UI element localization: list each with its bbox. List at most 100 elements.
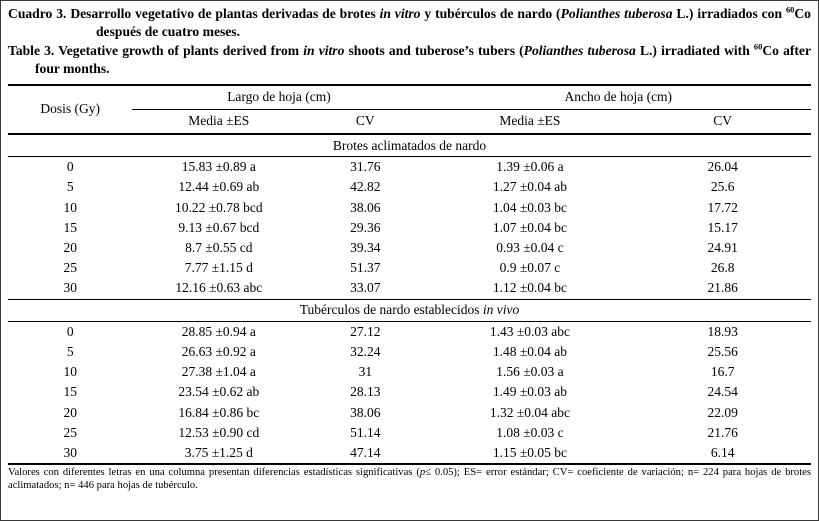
dose-cell: 5 (66, 343, 74, 359)
table-row: 30 12.16 ±0.63 abc 33.07 1.12 ±0.04 bc 21.86 (8, 278, 811, 299)
cv-ancho-cell: 18.93 (707, 323, 738, 339)
dose-cell: 20 (63, 404, 77, 420)
dose-cell: 20 (63, 240, 77, 255)
media-es-ancho-cell: 1.48 ±0.04 ab (492, 343, 567, 359)
table-row: 5 12.44 ±0.69 ab 42.82 1.27 ±0.04 ab 25.6 (8, 177, 811, 197)
cv-largo-cell: 29.36 (350, 219, 381, 235)
media-es-largo-cell: 8.7 ±0.55 cd (185, 240, 253, 255)
cv-ancho-cell: 25.6 (710, 179, 735, 195)
section-header-row: Tubérculos de nardo establecidos in vivo (8, 298, 811, 322)
dose-cell: 0 (66, 159, 74, 175)
cv-ancho-cell: 25.56 (707, 343, 738, 359)
cv-ancho-cell: 21.76 (707, 424, 738, 440)
cv-largo-cell: 38.06 (350, 404, 381, 420)
table-row: 15 23.54 ±0.62 ab 28.13 1.49 ±0.03 ab 24.54 (8, 382, 811, 402)
media-es-ancho-cell: 1.12 ±0.04 bc (492, 280, 567, 296)
media-es-largo-cell: 12.53 ±0.90 cd (178, 424, 260, 440)
media-es-ancho-cell: 1.32 ±0.04 abc (489, 404, 570, 420)
cv-largo-cell: 31 (358, 364, 373, 380)
column-header-media-es-ancho: Media ±ES (425, 109, 635, 136)
title-english: Table 3. Vegetative growth of plants der… (8, 41, 811, 77)
cv-ancho-cell: 24.54 (707, 384, 738, 400)
media-es-ancho-cell: 1.07 ±0.04 bc (492, 219, 567, 235)
cv-largo-cell: 28.13 (350, 384, 381, 400)
media-es-ancho-cell: 1.04 ±0.03 bc (492, 199, 567, 215)
cv-ancho-cell: 26.8 (710, 260, 735, 276)
table-row: 30 3.75 ±1.25 d 47.14 1.15 ±0.05 bc 6.14 (8, 443, 811, 464)
column-header-cv-largo: CV (305, 109, 426, 136)
table-row: 20 8.7 ±0.55 cd 39.34 0.93 ±0.04 c 24.91 (8, 238, 811, 258)
cv-ancho-cell: 15.17 (707, 219, 738, 235)
dose-cell: 15 (63, 219, 77, 235)
cv-largo-cell: 27.12 (350, 323, 381, 339)
group-header-row: Dosis (Gy) Largo de hoja (cm) Ancho de h… (8, 84, 811, 136)
cv-largo-cell: 33.07 (350, 280, 381, 296)
dose-cell: 15 (63, 384, 77, 400)
column-group-largo-de-hoja: Largo de hoja (cm) (132, 84, 426, 110)
media-es-ancho-cell: 1.08 ±0.03 c (496, 424, 564, 440)
table-header: Dosis (Gy) Largo de hoja (cm) Ancho de h… (8, 84, 811, 136)
cv-largo-cell: 31.76 (350, 159, 381, 175)
table-body: Brotes aclimatados de nardo 0 15.83 ±0.89 … (8, 133, 811, 464)
cv-ancho-cell: 21.86 (707, 280, 738, 296)
cv-largo-cell: 42.82 (350, 179, 381, 195)
cv-largo-cell: 51.37 (350, 260, 381, 276)
media-es-largo-cell: 12.16 ±0.63 abc (175, 280, 263, 296)
column-header-cv-ancho: CV (634, 109, 811, 136)
media-es-largo-cell: 3.75 ±1.25 d (184, 444, 253, 460)
cv-ancho-cell: 6.14 (710, 444, 735, 460)
media-es-ancho-cell: 0.93 ±0.04 c (496, 240, 564, 255)
column-header-media-es-largo: Media ±ES (132, 109, 306, 136)
footnote: Valores con diferentes letras en una col… (8, 467, 811, 491)
table-row: 0 15.83 ±0.89 a 31.76 1.39 ±0.06 a 26.04 (8, 157, 811, 178)
table-row: 20 16.84 ±0.86 bc 38.06 1.32 ±0.04 abc 22.09 (8, 403, 811, 423)
table-row: 15 9.13 ±0.67 bcd 29.36 1.07 ±0.04 bc 15.17 (8, 218, 811, 238)
cv-largo-cell: 47.14 (350, 444, 381, 460)
media-es-ancho-cell: 0.9 ±0.07 c (499, 260, 561, 276)
cv-largo-cell: 32.24 (350, 343, 381, 359)
media-es-largo-cell: 26.63 ±0.92 a (181, 343, 256, 359)
dose-cell: 10 (63, 364, 77, 380)
column-header-dosis: Dosis (Gy) (8, 84, 133, 136)
cv-largo-cell: 39.34 (350, 240, 381, 255)
section-title: Tubérculos de nardo establecidos in vivo (8, 298, 811, 322)
cv-ancho-cell: 22.09 (707, 404, 738, 420)
media-es-largo-cell: 15.83 ±0.89 a (181, 159, 256, 175)
media-es-ancho-cell: 1.43 ±0.03 abc (489, 323, 570, 339)
dose-cell: 25 (63, 260, 77, 276)
cv-ancho-cell: 26.04 (707, 159, 738, 175)
media-es-ancho-cell: 1.39 ±0.06 a (496, 159, 564, 175)
table-row: 10 10.22 ±0.78 bcd 38.06 1.04 ±0.03 bc 17.72 (8, 198, 811, 218)
dose-cell: 10 (63, 199, 77, 215)
dose-cell: 30 (63, 280, 77, 296)
dose-cell: 25 (63, 424, 77, 440)
cv-ancho-cell: 24.91 (707, 240, 738, 255)
sub-header-row: Media ±ES CV Media ±ES CV (8, 109, 811, 136)
cv-largo-cell: 38.06 (350, 199, 381, 215)
cv-ancho-cell: 16.7 (710, 364, 735, 380)
dose-cell: 5 (66, 179, 74, 195)
table-row: 25 7.77 ±1.15 d 51.37 0.9 ±0.07 c 26.8 (8, 258, 811, 278)
media-es-ancho-cell: 1.56 ±0.03 a (496, 364, 564, 380)
media-es-largo-cell: 28.85 ±0.94 a (181, 323, 256, 339)
media-es-largo-cell: 23.54 ±0.62 ab (178, 384, 260, 400)
table-row: 25 12.53 ±0.90 cd 51.14 1.08 ±0.03 c 21.76 (8, 423, 811, 443)
media-es-largo-cell: 10.22 ±0.78 bcd (174, 199, 263, 215)
table-row: 10 27.38 ±1.04 a 31 1.56 ±0.03 a 16.7 (8, 362, 811, 382)
cv-ancho-cell: 17.72 (707, 199, 738, 215)
title-spanish: Cuadro 3. Desarrollo vegetativo de plant… (8, 4, 811, 39)
media-es-ancho-cell: 1.27 ±0.04 ab (492, 179, 567, 195)
section-title: Brotes aclimatados de nardo (8, 133, 811, 158)
table-row: 0 28.85 ±0.94 a 27.12 1.43 ±0.03 abc 18.93 (8, 321, 811, 342)
media-es-largo-cell: 27.38 ±1.04 a (181, 364, 256, 380)
column-group-ancho-de-hoja: Ancho de hoja (cm) (425, 84, 811, 110)
section-header-row: Brotes aclimatados de nardo (8, 133, 811, 158)
media-es-ancho-cell: 1.49 ±0.03 ab (492, 384, 567, 400)
media-es-ancho-cell: 1.15 ±0.05 bc (492, 444, 567, 460)
media-es-largo-cell: 7.77 ±1.15 d (184, 260, 253, 276)
dose-cell: 0 (66, 323, 74, 339)
cv-largo-cell: 51.14 (350, 424, 381, 440)
table-row: 5 26.63 ±0.92 a 32.24 1.48 ±0.04 ab 25.56 (8, 342, 811, 362)
dose-cell: 30 (63, 444, 77, 460)
